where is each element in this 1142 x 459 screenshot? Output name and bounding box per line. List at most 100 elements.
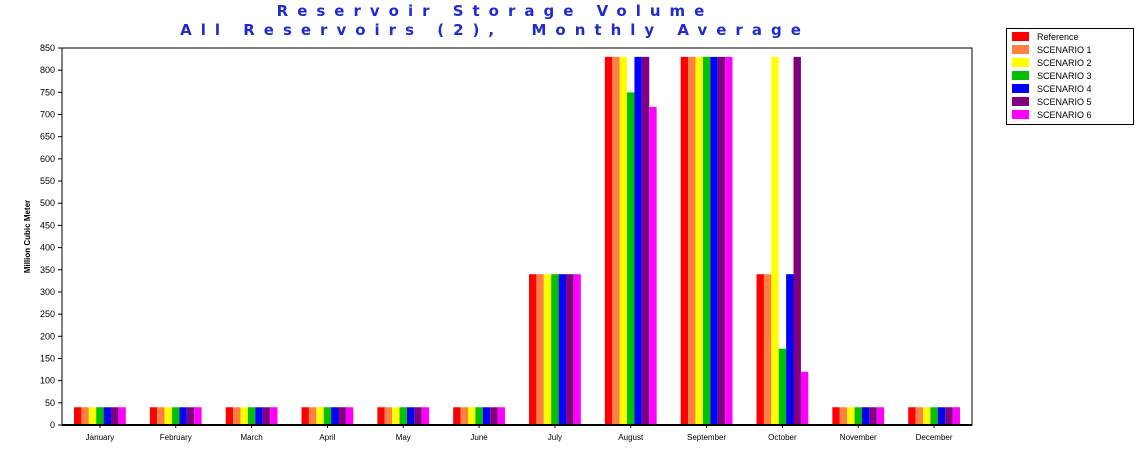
legend-label: SCENARIO 4	[1037, 84, 1092, 94]
bar-june-scenario-6	[497, 407, 505, 425]
legend-swatch	[1012, 58, 1029, 67]
bar-july-scenario-2	[543, 274, 552, 425]
chart-subtitle: All Reservoirs (2), Monthly Average	[180, 21, 810, 39]
bar-august-scenario-2	[619, 56, 628, 426]
bar-february-scenario-2	[164, 407, 173, 425]
bar-march-scenario-6	[270, 407, 278, 425]
bar-march-reference	[225, 407, 234, 425]
legend-item: SCENARIO 5	[1007, 96, 1133, 109]
bar-january-scenario-4	[103, 407, 112, 425]
y-tick-label: 800	[40, 65, 55, 75]
y-tick-label: 200	[40, 331, 55, 341]
bar-november-reference	[832, 407, 840, 425]
bar-march-scenario-5	[262, 407, 271, 425]
bar-october-reference	[756, 274, 764, 425]
y-tick-label: 400	[40, 243, 55, 253]
y-tick-label: 600	[40, 154, 55, 164]
bar-august-scenario-4	[634, 56, 642, 426]
chart-legend: Reference SCENARIO 1 SCENARIO 2 SCENARIO 3 S…	[1006, 28, 1134, 125]
y-tick-label: 50	[45, 398, 55, 408]
legend-swatch	[1012, 32, 1029, 41]
bar-september-scenario-5	[717, 56, 726, 426]
bar-april-scenario-1	[308, 407, 317, 425]
legend-item: SCENARIO 2	[1007, 57, 1133, 70]
bar-april-scenario-4	[331, 407, 339, 425]
legend-item: SCENARIO 1	[1007, 44, 1133, 57]
legend-item: Reference	[1007, 31, 1133, 44]
bar-december-scenario-4	[937, 407, 946, 425]
x-tick-label: January	[86, 433, 114, 442]
y-tick-label: 850	[40, 43, 55, 53]
bar-october-scenario-1	[763, 274, 772, 425]
y-tick-label: 700	[40, 110, 55, 120]
y-tick-label: 300	[40, 287, 55, 297]
legend-label: SCENARIO 6	[1037, 110, 1092, 120]
x-tick-label: November	[840, 433, 877, 442]
bar-july-reference	[529, 274, 537, 425]
bar-august-scenario-5	[641, 56, 650, 426]
bar-january-scenario-6	[118, 407, 126, 425]
bar-january-scenario-2	[88, 407, 97, 425]
x-tick-label: September	[687, 433, 726, 442]
bar-february-scenario-1	[157, 407, 165, 425]
bar-june-scenario-4	[482, 407, 491, 425]
bar-february-scenario-5	[186, 407, 195, 425]
bar-december-scenario-1	[915, 407, 923, 425]
legend-label: SCENARIO 3	[1037, 71, 1092, 81]
bar-august-scenario-3	[627, 92, 635, 426]
legend-swatch	[1012, 84, 1029, 93]
y-tick-label: 500	[40, 198, 55, 208]
bar-february-scenario-6	[194, 407, 202, 425]
bar-november-scenario-4	[861, 407, 870, 425]
bar-may-scenario-6	[421, 407, 430, 425]
bar-october-scenario-4	[786, 274, 794, 425]
bar-may-scenario-2	[392, 407, 400, 425]
bar-september-scenario-2	[695, 56, 703, 426]
y-axis-label: Million Cubic Meter	[23, 200, 32, 273]
legend-label: SCENARIO 5	[1037, 97, 1092, 107]
bar-january-scenario-1	[81, 407, 89, 425]
bar-january-scenario-5	[111, 407, 119, 425]
x-tick-label: July	[548, 433, 562, 442]
legend-swatch	[1012, 45, 1029, 54]
bar-september-scenario-4	[710, 56, 718, 426]
bar-october-scenario-3	[778, 348, 787, 425]
bar-may-scenario-1	[384, 407, 393, 425]
bar-june-scenario-3	[475, 407, 483, 425]
y-tick-label: 650	[40, 132, 55, 142]
x-tick-label: August	[618, 433, 644, 442]
bar-may-scenario-3	[399, 407, 407, 425]
bar-december-scenario-2	[922, 407, 931, 425]
y-tick-label: 750	[40, 87, 55, 97]
legend-label: Reference	[1037, 32, 1079, 42]
legend-swatch	[1012, 71, 1029, 80]
bar-july-scenario-5	[566, 274, 574, 425]
y-tick-label: 0	[50, 420, 55, 430]
y-tick-label: 100	[40, 376, 55, 386]
bar-december-scenario-3	[930, 407, 938, 425]
x-tick-label: May	[396, 433, 411, 442]
bar-february-reference	[149, 407, 158, 425]
bar-march-scenario-4	[255, 407, 263, 425]
bar-november-scenario-5	[869, 407, 877, 425]
bar-october-scenario-2	[771, 56, 779, 426]
bar-may-scenario-5	[414, 407, 422, 425]
bar-june-scenario-5	[490, 407, 498, 425]
legend-item: SCENARIO 6	[1007, 109, 1133, 122]
x-tick-label: February	[160, 433, 192, 442]
bar-july-scenario-1	[536, 274, 544, 425]
bar-august-reference	[604, 56, 613, 426]
plot-frame	[61, 47, 973, 426]
legend-label: SCENARIO 1	[1037, 45, 1092, 55]
x-tick-label: December	[916, 433, 953, 442]
legend-swatch	[1012, 110, 1029, 119]
x-tick-label: April	[319, 433, 335, 442]
y-tick-label: 550	[40, 176, 55, 186]
bar-june-scenario-1	[460, 407, 468, 425]
bar-november-scenario-2	[847, 407, 855, 425]
bar-december-scenario-5	[945, 407, 953, 425]
y-tick-label: 150	[40, 353, 55, 363]
legend-label: SCENARIO 2	[1037, 58, 1092, 68]
bar-april-scenario-3	[323, 407, 332, 425]
